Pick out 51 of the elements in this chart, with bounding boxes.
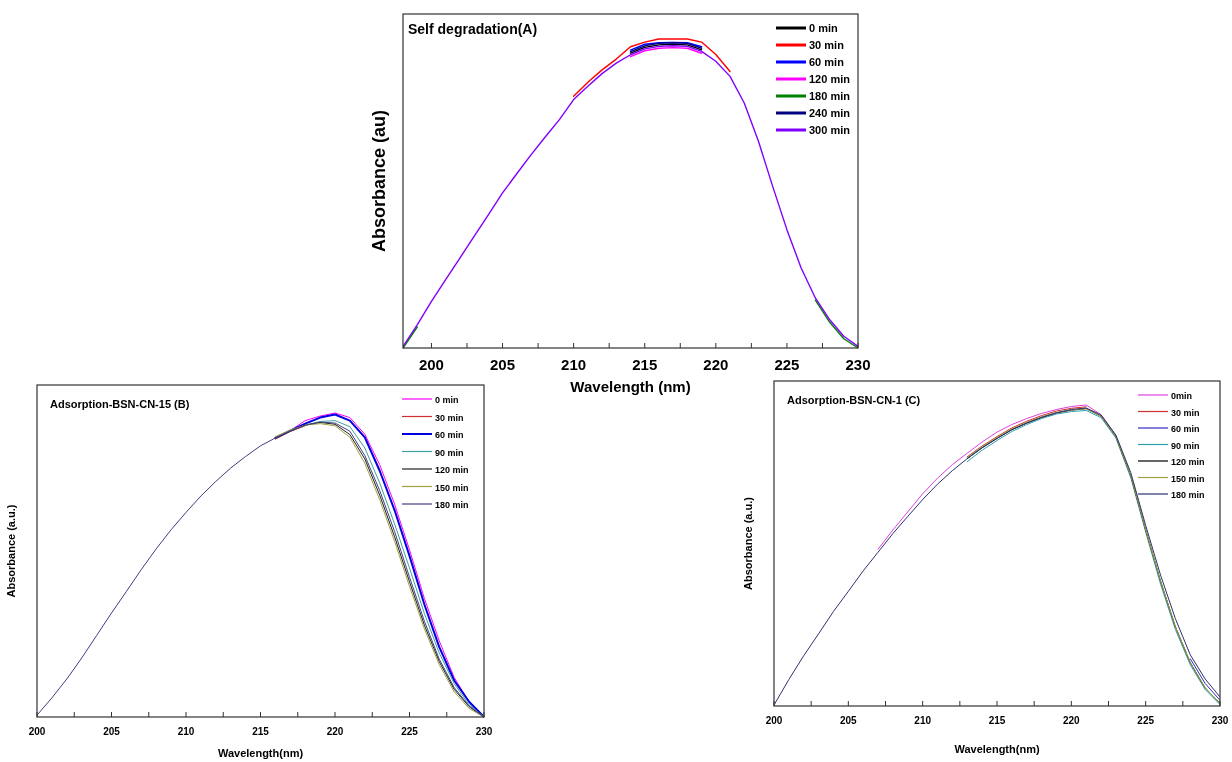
x-tick-label: 230 bbox=[475, 726, 493, 737]
legend-label: 0min bbox=[1171, 391, 1193, 401]
y-axis-title: Absorbance (a.u.) bbox=[5, 504, 17, 598]
legend-label: 60 min bbox=[1171, 424, 1200, 434]
x-tick-label: 215 bbox=[632, 356, 658, 373]
legend-label: 240 min bbox=[809, 107, 851, 119]
x-axis-title: Wavelength(nm) bbox=[954, 743, 1040, 755]
legend-label: 120 min bbox=[435, 465, 469, 475]
legend-label: 30 min bbox=[1171, 407, 1200, 418]
x-tick-label: 220 bbox=[326, 726, 344, 737]
legend-label: 120 min bbox=[809, 73, 851, 85]
x-tick-label: 205 bbox=[490, 356, 516, 373]
x-tick-label: 215 bbox=[252, 726, 270, 737]
legend-label: 90 min bbox=[1171, 440, 1200, 451]
x-tick-label: 230 bbox=[1211, 715, 1229, 726]
legend-label: 30 min bbox=[809, 39, 845, 51]
legend-label: 60 min bbox=[809, 56, 845, 68]
x-tick-label: 225 bbox=[1137, 715, 1155, 726]
x-tick-label: 200 bbox=[765, 715, 783, 726]
legend-label: 0 min bbox=[435, 395, 459, 405]
x-tick-label: 200 bbox=[28, 726, 46, 737]
legend-label: 60 min bbox=[435, 430, 464, 440]
x-axis-title: Wavelength (nm) bbox=[570, 378, 691, 395]
x-tick-label: 215 bbox=[988, 715, 1006, 726]
legend-label: 30 min bbox=[435, 412, 464, 423]
x-tick-label: 220 bbox=[703, 356, 729, 373]
x-tick-label: 225 bbox=[774, 356, 800, 373]
x-tick-label: 210 bbox=[177, 726, 195, 737]
legend-label: 90 min bbox=[435, 447, 464, 458]
legend-label: 180 min bbox=[435, 500, 469, 510]
x-tick-label: 225 bbox=[401, 726, 419, 737]
y-axis-title: Absorbance (au) bbox=[369, 109, 389, 253]
legend-label: 0 min bbox=[809, 22, 839, 34]
legend-label: 150 min bbox=[435, 482, 469, 493]
chart-title: Adsorption-BSN-CN-15 (B) bbox=[50, 398, 190, 410]
y-axis-title: Absorbance (a.u.) bbox=[742, 496, 754, 590]
x-axis-title: Wavelength(nm) bbox=[217, 747, 304, 759]
legend-label: 300 min bbox=[809, 124, 851, 136]
legend-label: 180 min bbox=[809, 90, 851, 102]
x-tick-label: 205 bbox=[103, 726, 121, 737]
x-tick-label: 220 bbox=[1062, 715, 1081, 726]
x-tick-label: 205 bbox=[839, 715, 858, 726]
x-tick-label: 210 bbox=[561, 356, 587, 373]
legend-label: 150 min bbox=[1171, 473, 1205, 484]
chart-title: Adsorption-BSN-CN-1 (C) bbox=[787, 394, 921, 406]
x-tick-label: 230 bbox=[845, 356, 871, 373]
legend-label: 120 min bbox=[1171, 457, 1205, 467]
chart-title: Self degradation(A) bbox=[408, 21, 538, 37]
x-tick-label: 200 bbox=[418, 356, 444, 373]
x-tick-label: 210 bbox=[914, 715, 932, 726]
legend-label: 180 min bbox=[1171, 490, 1205, 500]
